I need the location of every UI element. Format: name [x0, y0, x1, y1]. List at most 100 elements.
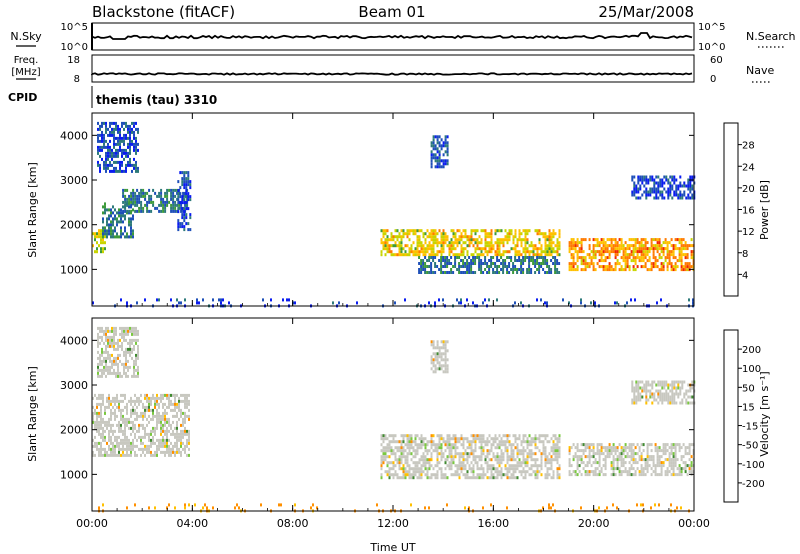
- echo-pixel: [637, 181, 640, 185]
- echo-pixel: [683, 392, 686, 396]
- echo-pixel: [396, 235, 399, 239]
- echo-pixel: [380, 437, 383, 441]
- echo-pixel: [400, 449, 403, 453]
- echo-pixel: [412, 467, 415, 471]
- echo-pixel: [125, 374, 127, 378]
- echo-pixel: [166, 188, 169, 192]
- echo-pixel: [430, 238, 433, 242]
- echo-pixel: [520, 452, 523, 456]
- echo-pixel: [454, 473, 457, 477]
- echo-pixel: [486, 265, 489, 268]
- echo-pixel: [689, 395, 692, 399]
- echo-pixel: [512, 247, 515, 251]
- echo-pixel: [124, 447, 126, 451]
- echo-pixel: [117, 139, 119, 143]
- echo-pixel: [657, 184, 660, 188]
- echo-pixel: [444, 271, 447, 274]
- echo-pixel: [424, 247, 427, 251]
- echo-pixel: [117, 127, 119, 131]
- echo-pixel: [632, 256, 635, 260]
- echo-pixel: [510, 473, 513, 477]
- echo-pixel: [102, 211, 104, 215]
- echo-pixel: [468, 265, 471, 268]
- echo-pixel: [448, 434, 451, 438]
- echo-pixel: [426, 229, 429, 233]
- echo-pixel: [181, 177, 184, 181]
- echo-pixel: [554, 455, 557, 459]
- echo-pixel: [650, 268, 653, 272]
- echo-pixel: [108, 226, 110, 230]
- echo-pixel: [99, 124, 101, 128]
- echo-pixel: [170, 408, 172, 412]
- echo-pixel: [670, 265, 673, 269]
- echo-pixel: [650, 455, 653, 459]
- echo-pixel: [550, 238, 553, 242]
- echo-pixel: [494, 271, 497, 274]
- echo-pixel: [386, 446, 389, 450]
- echo-pixel: [380, 434, 383, 438]
- echo-pixel: [113, 332, 115, 336]
- echo-pixel: [620, 268, 623, 272]
- echo-pixel: [504, 473, 507, 477]
- echo-pixel: [114, 399, 116, 403]
- echo-pixel: [540, 461, 543, 465]
- echo-pixel: [674, 268, 677, 272]
- echo-pixel: [536, 467, 539, 471]
- echo-pixel: [92, 420, 94, 424]
- echo-pixel: [428, 259, 431, 262]
- echo-pixel: [154, 402, 156, 406]
- echo-pixel: [418, 256, 421, 259]
- echo-pixel: [398, 455, 401, 459]
- echo-pixel: [640, 241, 643, 245]
- echo-pixel: [129, 365, 131, 369]
- echo-pixel: [496, 253, 499, 257]
- echo-pixel: [176, 438, 178, 442]
- echo-pixel: [466, 259, 469, 262]
- echo-pixel: [111, 335, 113, 339]
- echo-pixel: [384, 449, 387, 453]
- echo-pixel: [396, 253, 399, 257]
- echo-pixel: [544, 253, 547, 257]
- echo-pixel: [669, 181, 672, 185]
- echo-pixel: [168, 429, 170, 433]
- echo-pixel: [422, 437, 425, 441]
- echo-pixel: [135, 136, 137, 140]
- echo-pixel: [671, 380, 674, 384]
- echo-pixel: [620, 455, 623, 459]
- echo-pixel: [472, 449, 475, 453]
- echo-pixel: [620, 473, 623, 477]
- echo-pixel: [460, 467, 463, 471]
- echo-pixel: [574, 452, 577, 456]
- echo-pixel: [635, 395, 638, 399]
- echo-pixel: [138, 200, 141, 204]
- echo-pixel: [675, 178, 678, 182]
- echo-pixel: [185, 222, 188, 226]
- echo-pixel: [618, 268, 621, 272]
- echo-pixel: [117, 344, 119, 348]
- echo-pixel: [97, 350, 99, 354]
- echo-pixel: [382, 232, 385, 236]
- echo-pixel: [446, 135, 449, 139]
- echo-pixel: [108, 405, 110, 409]
- echo-pixel: [622, 253, 625, 257]
- echo-pixel: [514, 250, 517, 254]
- echo-pixel: [448, 464, 451, 468]
- echo-pixel: [568, 461, 571, 465]
- echo-pixel: [142, 435, 144, 439]
- echo-pixel: [590, 250, 593, 254]
- echo-pixel: [96, 247, 98, 251]
- echo-pixel: [444, 346, 447, 350]
- echo-pixel: [113, 142, 115, 146]
- echo-pixel: [428, 271, 431, 274]
- echo-pixel: [478, 473, 481, 477]
- echo-pixel: [470, 467, 473, 471]
- echo-pixel: [677, 392, 680, 396]
- echo-pixel: [644, 458, 647, 462]
- echo-pixel: [480, 253, 483, 257]
- echo-pixel: [152, 429, 154, 433]
- echo-pixel: [438, 452, 441, 456]
- echo-pixel: [109, 145, 111, 149]
- echo-pixel: [524, 434, 527, 438]
- echo-pixel: [166, 396, 168, 400]
